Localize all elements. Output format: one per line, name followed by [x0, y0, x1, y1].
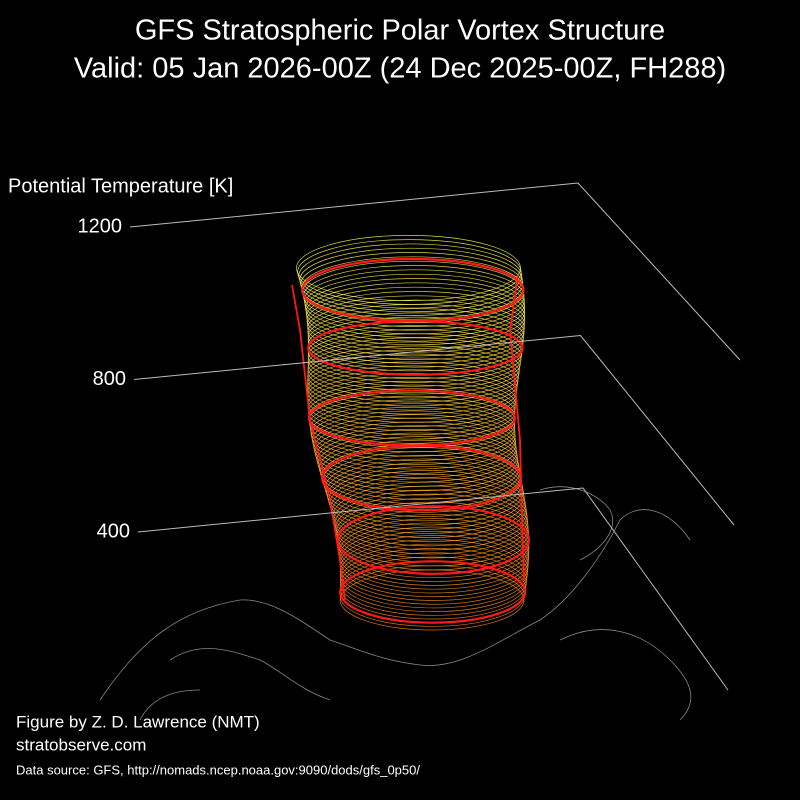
chart-subtitle: Valid: 05 Jan 2026-00Z (24 Dec 2025-00Z,… [74, 53, 726, 85]
vortex-edge-ring [336, 505, 531, 575]
isentrope-contour [309, 399, 516, 457]
coastline [559, 629, 692, 721]
isentrope-contour [307, 345, 520, 399]
coastline [139, 689, 201, 721]
grid-line [129, 182, 741, 361]
coastlines [99, 486, 692, 721]
isentrope-contour [307, 329, 522, 383]
z-tick-label: 1200 [78, 215, 123, 237]
coastline [169, 648, 331, 701]
data-source: Data source: GFS, http://nomads.ncep.noa… [16, 762, 420, 777]
isentrope-contour [296, 235, 521, 301]
vortex-side [291, 284, 346, 601]
isentrope-contour [306, 291, 526, 349]
z-tick-label: 800 [93, 368, 126, 390]
isentrope-contour [307, 299, 525, 357]
coastline [99, 509, 691, 701]
z-axis-label: Potential Temperature [K] [8, 175, 233, 197]
chart-title: GFS Stratospheric Polar Vortex Structure [135, 15, 665, 47]
vortex-edge-ring [301, 257, 525, 323]
vortex-edge-ring [339, 560, 527, 624]
isentrope-contour [307, 312, 524, 368]
vortex [291, 235, 531, 631]
isentrope-contour [297, 239, 522, 305]
isentrope-contour [324, 454, 523, 522]
isentrope-contour [307, 308, 525, 364]
grid-line [137, 487, 729, 691]
isentrope-contour [307, 341, 521, 395]
grid-line [133, 334, 735, 526]
isentrope-contour [309, 395, 516, 453]
isentrope-contour [306, 286, 526, 346]
credit: Figure by Z. D. Lawrence (NMT) [16, 712, 260, 731]
isentrope-contour [307, 361, 518, 415]
isentrope-contour [318, 436, 520, 500]
website: stratobserve.com [16, 735, 146, 754]
coastline [539, 486, 613, 561]
isentrope-contour [307, 357, 518, 411]
isentrope-contour [307, 353, 519, 407]
z-tick-label: 400 [97, 520, 130, 542]
vortex-side [509, 274, 525, 581]
isentrope-contour [307, 349, 520, 403]
